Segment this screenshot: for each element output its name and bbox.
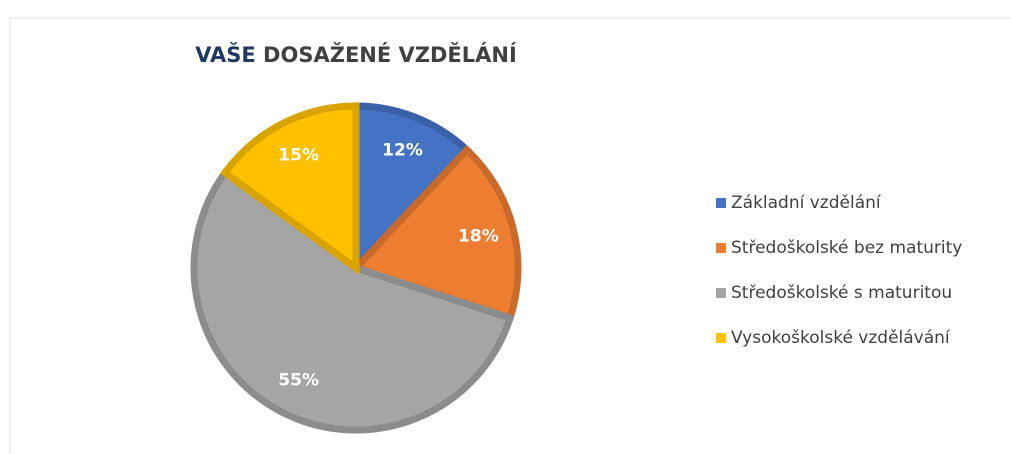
legend-swatch <box>716 288 726 298</box>
legend-swatch <box>716 243 726 253</box>
pie-slice <box>352 102 472 277</box>
legend-label: Středoškolské bez maturity <box>731 238 962 258</box>
legend-swatch <box>716 198 726 208</box>
pie-slice <box>220 102 360 275</box>
data-label: 12% <box>382 141 423 161</box>
legend-swatch <box>716 333 726 343</box>
data-label: 18% <box>458 227 499 247</box>
data-label: 15% <box>278 145 319 165</box>
data-label: 55% <box>278 371 319 391</box>
chart-title: VAŠE DOSAŽENÉ VZDĚLÁNÍ <box>195 42 517 67</box>
pie-slice <box>349 144 522 323</box>
legend-label: Vysokoškolské vzdělávání <box>731 328 951 348</box>
legend-label: Středoškolské s maturitou <box>731 283 952 303</box>
pie-slice <box>190 167 515 434</box>
legend-label: Základní vzdělání <box>731 193 882 213</box>
